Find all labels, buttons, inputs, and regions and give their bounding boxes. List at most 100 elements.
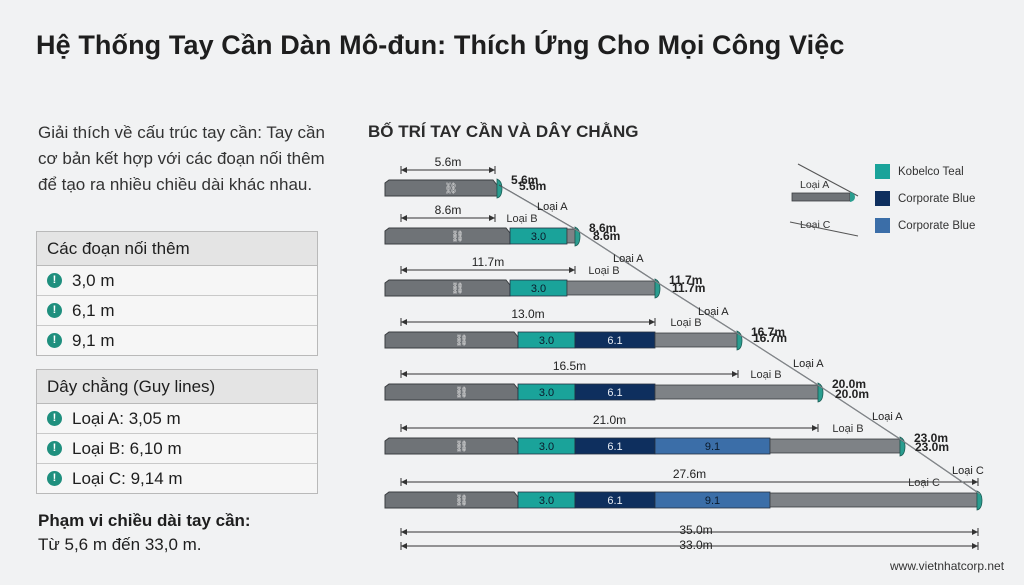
boom-length-label: 20.0m — [832, 377, 866, 391]
base-section — [384, 437, 519, 455]
guy-line-diagonal — [501, 186, 981, 495]
info-icon: ! — [47, 441, 62, 456]
total-dim-line-arrow — [972, 529, 978, 535]
boom-length-label: 5.6m — [511, 173, 538, 187]
link-icon: ⛓ — [455, 494, 469, 507]
boom-dim-line-arrow — [489, 215, 495, 221]
diagonal-label: Loại A — [872, 411, 903, 423]
page-title: Hệ Thống Tay Cần Dàn Mô-đun: Thích Ứng C… — [36, 30, 845, 60]
segment-label: 3.0 — [539, 441, 554, 453]
guy-label: Loại B — [588, 265, 619, 277]
boom-dim-line-arrow — [401, 267, 407, 273]
info-icon: ! — [47, 411, 62, 426]
segment-label: 6.1 — [607, 335, 622, 347]
link-icon: ⛓ — [451, 282, 465, 295]
boom-dim-line-arrow — [401, 319, 407, 325]
diagonal-label: 5.6m — [519, 179, 546, 193]
boom-dim-label: 11.7m — [472, 255, 504, 269]
guyline-item: ! Loại B: 6,10 m — [37, 434, 317, 464]
boom-dim-line-arrow — [401, 215, 407, 221]
segment-label: 3.0 — [539, 495, 554, 507]
diagonal-label: Loại A — [793, 358, 824, 370]
footer-url: www.vietnhatcorp.net — [890, 559, 1005, 573]
total-dim-line-arrow — [401, 529, 407, 535]
total-dim-label: 33.0m — [679, 538, 712, 552]
boom-dim-line-arrow — [401, 479, 407, 485]
range-title: Phạm vi chiều dài tay cần: — [38, 511, 251, 530]
extensions-heading: Các đoạn nối thêm — [37, 232, 317, 266]
legend-swatch — [875, 218, 890, 234]
guyline-item-label: Loại C: 9,14 m — [72, 469, 183, 488]
segment-label: 3.0 — [531, 283, 546, 295]
legend-label: Corporate Blue — [898, 219, 976, 232]
base-section — [384, 227, 511, 245]
extension-item: ! 3,0 m — [37, 266, 317, 296]
guy-label: Loại B — [506, 213, 537, 225]
boom-length-label: 23.0m — [914, 431, 948, 445]
boom-dim-label: 8.6m — [435, 203, 462, 217]
base-section — [384, 383, 519, 401]
diagonal-label: 20.0m — [835, 387, 869, 401]
legend-sample-boom — [791, 192, 851, 202]
link-icon: ⛓ — [455, 334, 469, 347]
guyline-item: ! Loại C: 9,14 m — [37, 464, 317, 493]
boom-dim-line-arrow — [401, 371, 407, 377]
total-dim-line-arrow — [972, 543, 978, 549]
guyline-item-label: Loại A: 3,05 m — [72, 409, 181, 428]
diagonal-label: Loại A — [698, 306, 729, 318]
segment-label: 3.0 — [531, 231, 546, 243]
legend-item: Corporate Blue — [875, 190, 975, 208]
base-section — [384, 279, 511, 297]
guylines-panel: Dây chằng (Guy lines) ! Loại A: 3,05 m ! L… — [36, 369, 318, 494]
intro-text: Giải thích về cấu trúc tay cần: Tay cần … — [38, 123, 325, 194]
legend-sample-label: Loại C — [800, 219, 831, 231]
legend-swatch — [875, 191, 890, 207]
guylines-heading: Dây chằng (Guy lines) — [37, 370, 317, 404]
diagonal-label: 8.6m — [593, 229, 620, 243]
top-section — [566, 228, 576, 244]
base-section — [384, 491, 519, 509]
info-icon: ! — [47, 471, 62, 486]
boom-dim-label: 13.0m — [511, 307, 544, 321]
legend-item: Corporate Blue — [875, 217, 975, 235]
segment-label: 9.1 — [705, 441, 720, 453]
guyline-item: ! Loại A: 3,05 m — [37, 404, 317, 434]
range-text: Từ 5,6 m đến 33,0 m. — [38, 535, 202, 554]
guyline-item-label: Loại B: 6,10 m — [72, 439, 182, 458]
diagonal-label: 23.0m — [915, 440, 949, 454]
link-icon: ⛓ — [455, 386, 469, 399]
extension-item-label: 6,1 m — [72, 301, 115, 320]
total-dim-label: 35.0m — [679, 523, 712, 537]
diagonal-label: Loại A — [613, 253, 644, 265]
extension-item-label: 9,1 m — [72, 331, 115, 350]
extension-item-label: 3,0 m — [72, 271, 115, 290]
segment-label: 3.0 — [539, 335, 554, 347]
extension-item: ! 6,1 m — [37, 296, 317, 326]
link-icon: ⛓ — [444, 182, 458, 195]
diagram-title: BỐ TRÍ TAY CẦN VÀ DÂY CHẰNG — [368, 122, 639, 141]
legend-label: Kobelco Teal — [898, 165, 964, 178]
top-section — [769, 438, 901, 454]
top-section — [566, 280, 656, 296]
extensions-panel: Các đoạn nối thêm ! 3,0 m ! 6,1 m ! 9,1 m — [36, 231, 318, 356]
diagonal-label: Loại C — [952, 465, 984, 477]
extension-item: ! 9,1 m — [37, 326, 317, 355]
boom-dim-line-arrow — [569, 267, 575, 273]
guy-label: Loại C — [908, 477, 940, 489]
boom-dim-line-arrow — [401, 167, 407, 173]
segment-label: 9.1 — [705, 495, 720, 507]
link-icon: ⛓ — [451, 230, 465, 243]
guy-label: Loại B — [832, 423, 863, 435]
boom-dim-line-arrow — [489, 167, 495, 173]
boom-dim-label: 21.0m — [593, 413, 626, 427]
info-icon: ! — [47, 273, 62, 288]
legend-item: Kobelco Teal — [875, 163, 964, 181]
boom-tip — [976, 490, 983, 511]
boom-length-label: 16.7m — [751, 325, 785, 339]
top-section — [654, 332, 738, 348]
boom-tip — [496, 178, 503, 199]
legend-swatch — [875, 164, 890, 180]
boom-dim-label: 27.6m — [673, 467, 706, 481]
diagonal-label: 16.7m — [753, 331, 787, 345]
